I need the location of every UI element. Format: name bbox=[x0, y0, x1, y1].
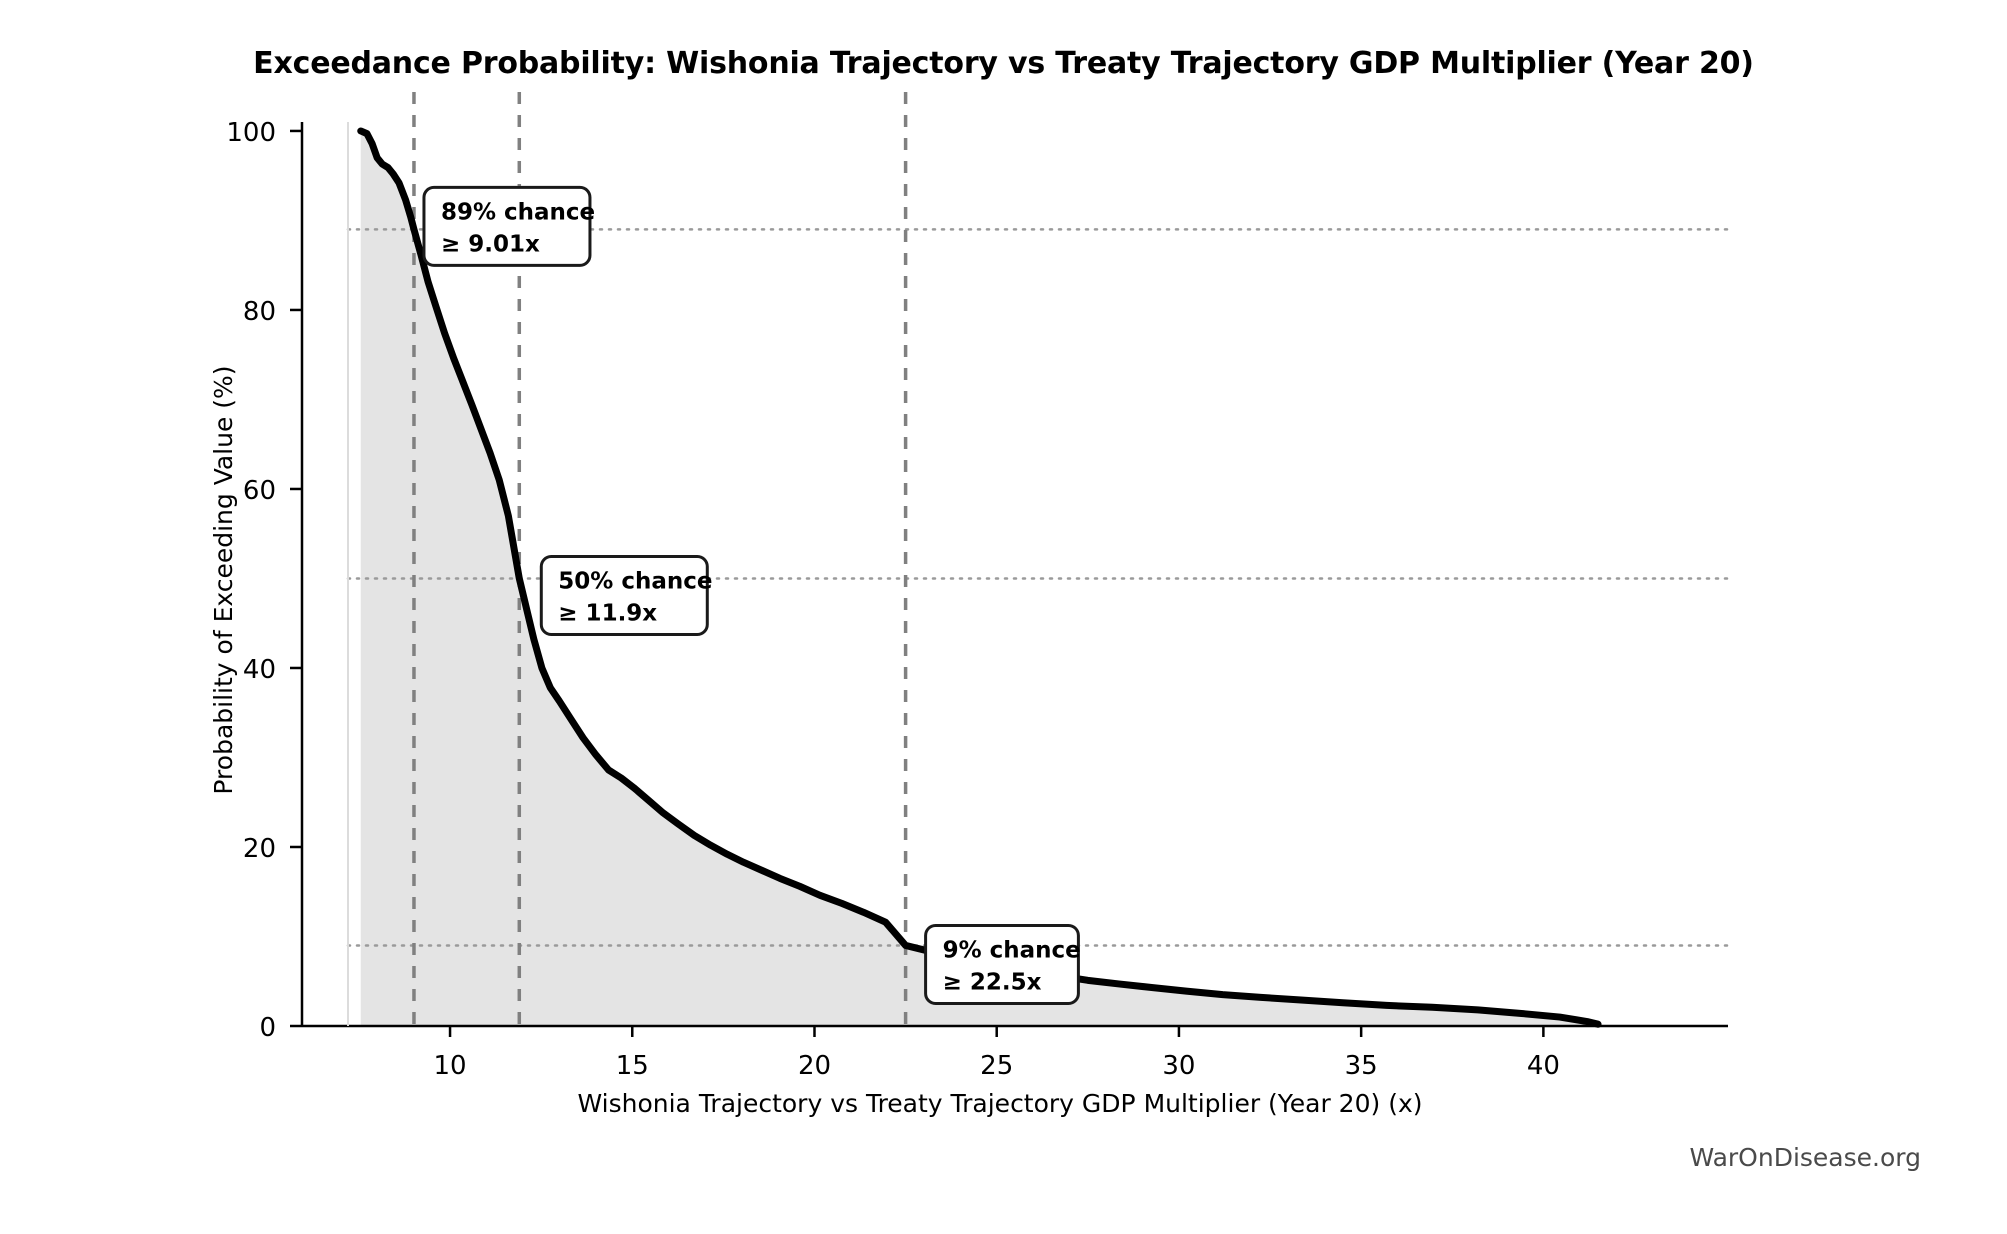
y-tick-label: 0 bbox=[259, 1013, 276, 1043]
exceedance-curve-line bbox=[357, 127, 1602, 1028]
annotation-box bbox=[422, 185, 592, 267]
curve-fill-area bbox=[360, 130, 1599, 1026]
annotation-box bbox=[924, 923, 1080, 1005]
annotation-line-2: ≥ 22.5x bbox=[943, 969, 1042, 995]
annot-89: 89% chance ≥ 9.01x bbox=[422, 185, 595, 267]
annotation-line-2: ≥ 9.01x bbox=[441, 231, 540, 257]
y-tick-label: 100 bbox=[226, 118, 276, 148]
x-tick-label: 30 bbox=[1162, 1051, 1195, 1081]
annot-9: 9% chance ≥ 22.5x bbox=[924, 923, 1081, 1005]
x-tick-label: 15 bbox=[616, 1051, 649, 1081]
annotation-callouts: 89% chance ≥ 9.01x 50% chance ≥ 11.9x 9% cha… bbox=[422, 185, 1081, 1005]
y-tick-label: 80 bbox=[243, 297, 276, 327]
watermark: WarOnDisease.org bbox=[1689, 1143, 1921, 1172]
y-tick-label: 40 bbox=[243, 655, 276, 685]
y-tick-label: 60 bbox=[243, 476, 276, 506]
x-tick-label: 40 bbox=[1527, 1051, 1560, 1081]
annotation-line-1: 89% chance bbox=[441, 199, 595, 225]
annotation-line-2: ≥ 11.9x bbox=[558, 600, 657, 626]
annotation-line-1: 9% chance bbox=[943, 937, 1081, 963]
x-axis-label: Wishonia Trajectory vs Treaty Trajectory… bbox=[577, 1089, 1422, 1118]
x-tick-label: 20 bbox=[798, 1051, 831, 1081]
annot-50: 50% chance ≥ 11.9x bbox=[539, 554, 712, 636]
axis-spines bbox=[300, 122, 1728, 1028]
y-axis-ticks: 0 20 40 60 80 100 bbox=[226, 118, 302, 1043]
annotation-line-1: 50% chance bbox=[558, 568, 712, 594]
y-tick-label: 20 bbox=[243, 834, 276, 864]
page-title: Exceedance Probability: Wishonia Traject… bbox=[253, 46, 1754, 81]
y-axis-label: Probability of Exceeding Value (%) bbox=[209, 365, 238, 794]
x-axis-ticks: 10 15 20 25 30 35 40 bbox=[433, 1026, 1560, 1081]
x-tick-label: 25 bbox=[980, 1051, 1013, 1081]
annotation-box bbox=[539, 554, 709, 636]
x-tick-label: 35 bbox=[1345, 1051, 1378, 1081]
x-tick-label: 10 bbox=[433, 1051, 466, 1081]
